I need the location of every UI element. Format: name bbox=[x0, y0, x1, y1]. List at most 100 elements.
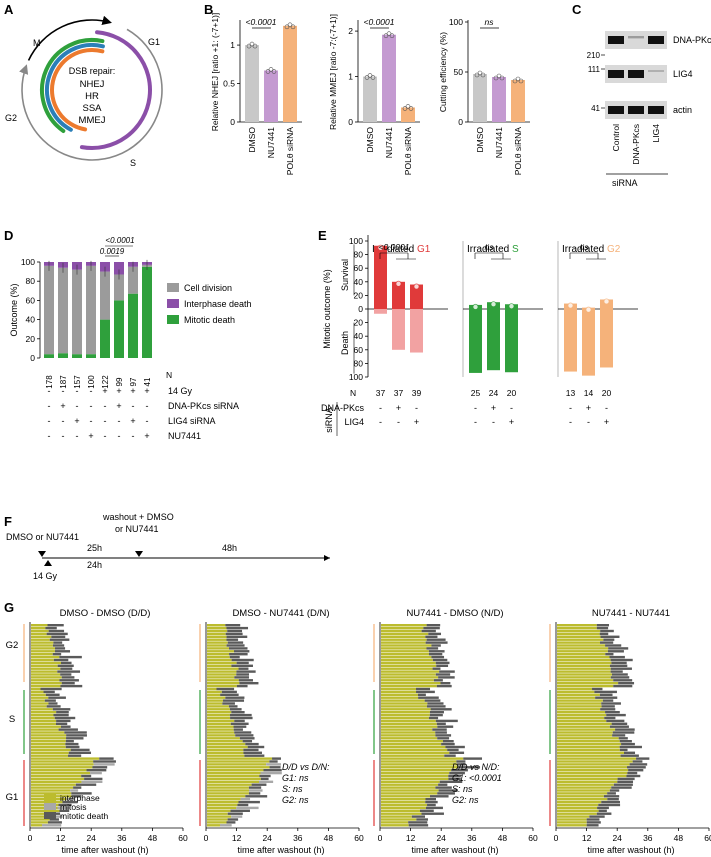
cell-trace-death bbox=[68, 751, 92, 754]
protocol-start: DMSO or NU7441 bbox=[6, 532, 79, 542]
cell-trace-interphase bbox=[31, 638, 50, 641]
cell-trace-interphase bbox=[207, 708, 230, 711]
cell-trace-interphase bbox=[381, 754, 445, 757]
band-label: actin bbox=[673, 105, 692, 115]
stats-g2: G2: ns bbox=[282, 795, 309, 805]
cell-trace-death bbox=[61, 676, 75, 679]
cell-trace-death bbox=[236, 661, 249, 665]
cell-trace-death bbox=[436, 722, 446, 725]
stacked-bar-segment bbox=[100, 319, 110, 358]
cell-trace-interphase bbox=[207, 737, 240, 740]
data-point bbox=[370, 75, 376, 80]
cell-trace-interphase bbox=[31, 734, 67, 737]
stacked-bar-segment bbox=[128, 293, 138, 358]
cell-trace-interphase bbox=[31, 800, 63, 804]
cell-trace-interphase bbox=[207, 626, 227, 630]
cell-trace-death bbox=[226, 821, 236, 824]
cell-trace-death bbox=[47, 821, 62, 824]
subpanel-title: Irradiated S bbox=[467, 244, 519, 255]
washout-marker bbox=[135, 551, 143, 557]
pathway-arc-mmej bbox=[50, 48, 105, 132]
x-tick-label: 36 bbox=[293, 833, 303, 843]
dsb-repair-title: DSB repair: bbox=[69, 66, 116, 76]
legend-swatch bbox=[44, 794, 56, 801]
cell-trace-death bbox=[599, 632, 609, 636]
cell-trace-death bbox=[607, 650, 624, 653]
cell-trace-death bbox=[426, 647, 439, 650]
cell-trace-interphase bbox=[31, 751, 69, 754]
y-tick-label: 100 bbox=[349, 236, 363, 246]
cell-trace-death bbox=[230, 716, 253, 720]
cell-trace-death bbox=[236, 684, 248, 688]
cell-trace-death bbox=[600, 629, 614, 633]
cell-trace-death bbox=[66, 734, 87, 737]
blot-band bbox=[608, 106, 624, 114]
stacked-bar-segment bbox=[44, 354, 54, 358]
cell-trace-interphase bbox=[557, 751, 625, 754]
cell-trace-interphase bbox=[381, 699, 425, 702]
y-tick-label: 0 bbox=[230, 117, 235, 127]
cell-trace-interphase bbox=[31, 713, 54, 717]
cell-trace-death bbox=[435, 731, 447, 734]
cell-trace-death bbox=[619, 748, 628, 752]
condition-label: LIG4 siRNA bbox=[168, 416, 216, 426]
death-bar bbox=[410, 309, 423, 353]
cell-trace-interphase bbox=[207, 795, 246, 798]
condition-sign: - bbox=[379, 417, 382, 427]
cell-trace-interphase bbox=[31, 783, 76, 786]
condition-sign: - bbox=[132, 401, 135, 411]
cell-trace-interphase bbox=[207, 798, 241, 801]
cell-trace-death bbox=[408, 821, 428, 824]
pathway-arc-ssa bbox=[45, 43, 105, 132]
cell-trace-interphase bbox=[207, 766, 270, 769]
cell-trace-death bbox=[68, 754, 82, 757]
cell-trace-death bbox=[610, 667, 632, 670]
cell-trace-death bbox=[66, 737, 84, 740]
cell-trace-death bbox=[244, 754, 265, 757]
blot-band bbox=[628, 36, 644, 39]
cell-trace-interphase bbox=[207, 780, 260, 783]
p-value: <0.0001 bbox=[364, 17, 395, 27]
cell-trace-interphase bbox=[557, 670, 611, 673]
cell-trace-interphase bbox=[557, 687, 593, 691]
y-tick-label: 20 bbox=[26, 334, 36, 344]
cell-trace-death bbox=[251, 783, 267, 786]
data-point bbox=[413, 283, 420, 290]
cell-trace-death bbox=[607, 792, 616, 795]
cell-trace-mitosis bbox=[219, 824, 232, 827]
cell-trace-interphase bbox=[31, 655, 60, 659]
cell-trace-death bbox=[86, 769, 107, 772]
cell-trace-death bbox=[60, 673, 72, 676]
cell-trace-death bbox=[619, 745, 642, 749]
cell-trace-interphase bbox=[31, 821, 48, 824]
bar bbox=[283, 25, 297, 122]
y-tick-label: 40 bbox=[354, 277, 364, 287]
cell-trace-interphase bbox=[557, 679, 614, 682]
cell-trace-interphase bbox=[557, 684, 614, 688]
cell-trace-interphase bbox=[207, 763, 267, 766]
cell-trace-death bbox=[56, 719, 71, 723]
condition-sign: - bbox=[62, 431, 65, 441]
cell-trace-interphase bbox=[381, 757, 464, 760]
cell-trace-death bbox=[428, 716, 439, 720]
cell-trace-interphase bbox=[207, 638, 227, 641]
data-point bbox=[499, 75, 505, 81]
cell-trace-interphase bbox=[207, 760, 270, 763]
cell-trace-interphase bbox=[381, 629, 422, 633]
cell-trace-interphase bbox=[31, 644, 53, 647]
cell-trace-interphase bbox=[557, 803, 599, 807]
cell-trace-death bbox=[46, 705, 61, 708]
cell-trace-death bbox=[429, 713, 443, 717]
cell-trace-interphase bbox=[207, 684, 237, 688]
x-axis-label: time after washout (h) bbox=[237, 845, 324, 855]
x-tick-label: 48 bbox=[324, 833, 334, 843]
cell-trace-death bbox=[613, 783, 633, 786]
cell-trace-death bbox=[435, 673, 451, 676]
cell-trace-death bbox=[234, 731, 252, 734]
cell-trace-interphase bbox=[381, 795, 430, 798]
condition-sign: - bbox=[118, 416, 121, 426]
cell-trace-death bbox=[220, 693, 239, 696]
cell-trace-death bbox=[225, 632, 243, 636]
stats-s: S: ns bbox=[282, 784, 303, 794]
cell-trace-interphase bbox=[557, 702, 602, 705]
